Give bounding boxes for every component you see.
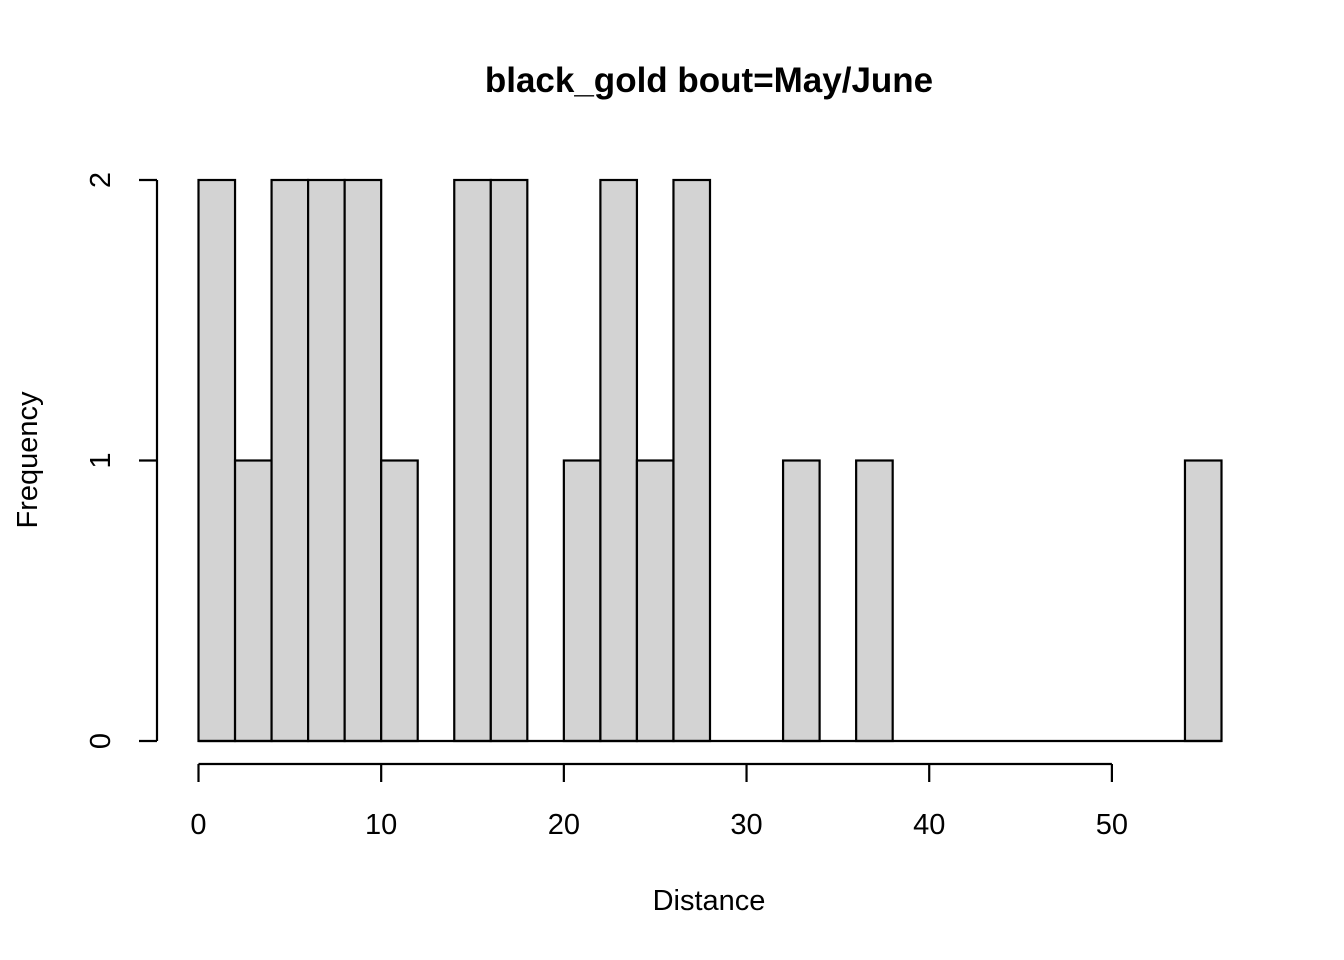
histogram-bar bbox=[380, 459, 419, 743]
y-axis: 0 1 2 bbox=[85, 172, 159, 749]
x-tick-label: 50 bbox=[1096, 809, 1128, 841]
x-axis: 0 10 20 30 40 50 bbox=[190, 762, 1128, 841]
bars-group bbox=[197, 178, 1223, 743]
histogram-bar bbox=[1183, 459, 1223, 743]
x-tick-label: 20 bbox=[548, 809, 580, 841]
x-tick-label: 10 bbox=[365, 809, 397, 841]
y-tick-label: 2 bbox=[85, 172, 117, 188]
histogram-bar bbox=[672, 178, 712, 743]
histogram-bar bbox=[343, 178, 383, 743]
histogram-bar bbox=[197, 178, 237, 743]
x-tick-label: 0 bbox=[190, 809, 206, 841]
x-tick-label: 30 bbox=[730, 809, 762, 841]
histogram-bar bbox=[635, 459, 675, 743]
histogram-bar bbox=[489, 178, 529, 743]
histogram-bar bbox=[562, 459, 602, 743]
histogram-bar bbox=[781, 459, 821, 743]
histogram-bar bbox=[270, 178, 310, 743]
x-axis-label: Distance bbox=[653, 885, 766, 917]
chart-title: black_gold bout=May/June bbox=[485, 61, 933, 100]
histogram-bar bbox=[233, 459, 273, 743]
y-axis-label: Frequency bbox=[12, 391, 44, 529]
histogram-bar bbox=[599, 178, 639, 743]
x-tick-label: 40 bbox=[913, 809, 945, 841]
histogram-bar bbox=[855, 459, 894, 743]
histogram-bar bbox=[453, 178, 492, 743]
y-tick-label: 1 bbox=[85, 452, 117, 468]
y-tick-label: 0 bbox=[85, 733, 117, 749]
histogram-bar bbox=[307, 178, 346, 743]
